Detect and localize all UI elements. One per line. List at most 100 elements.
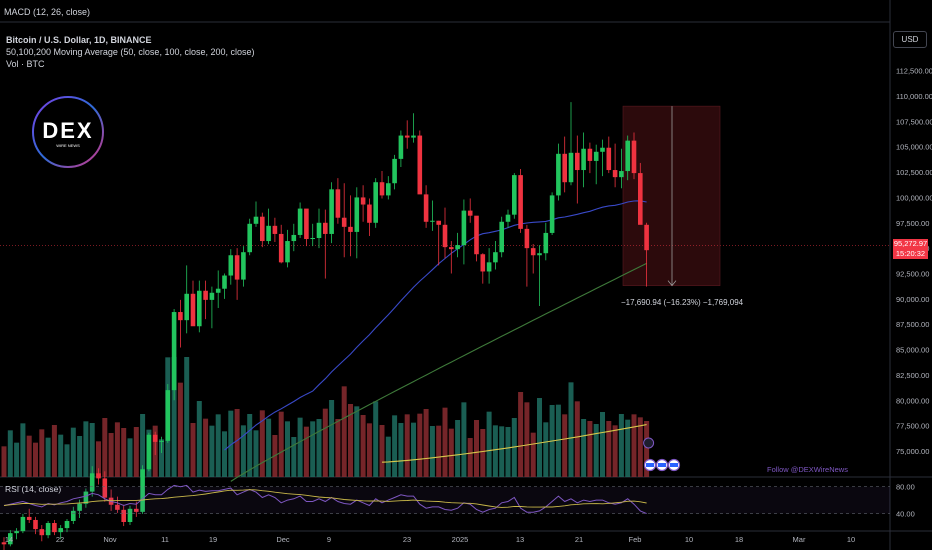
currency-button[interactable]: USD (893, 31, 927, 48)
measure-box (622, 105, 721, 286)
candle-body (304, 208, 309, 240)
candle-body (20, 516, 26, 532)
candle (499, 216, 504, 258)
candle (39, 525, 45, 542)
candle (247, 218, 252, 256)
volume-bar (140, 414, 146, 477)
measure-tool[interactable] (622, 105, 721, 287)
volume-bar (486, 411, 492, 477)
candle (455, 232, 460, 258)
candle (442, 207, 448, 259)
volume-bar (480, 429, 486, 477)
price-tick-label: 110,000.00 (896, 92, 932, 101)
candle (178, 299, 183, 348)
candle-body (260, 216, 265, 242)
candle-body (203, 290, 208, 300)
candle-body (323, 222, 328, 234)
candle-body (461, 210, 467, 246)
candle-body (190, 293, 196, 327)
candle (530, 244, 536, 274)
time-tick-label: 23 (403, 535, 411, 544)
candle (127, 505, 133, 526)
candle (52, 519, 57, 536)
candle-body (467, 210, 473, 216)
candle-body (625, 140, 630, 172)
ma-legend[interactable]: 50,100,200 Moving Average (50, close, 10… (6, 47, 255, 57)
volume-bar (33, 442, 38, 477)
candle (379, 171, 385, 199)
candle-body (115, 504, 120, 510)
candle-body (335, 189, 341, 218)
candle-body (373, 182, 378, 223)
candle-body (8, 533, 13, 545)
candles[interactable] (1, 102, 649, 550)
candle (291, 223, 297, 252)
candle-body (266, 225, 271, 242)
candle (304, 208, 309, 247)
time-tick-label: 10 (685, 535, 693, 544)
volume-bar (133, 427, 139, 477)
ma200-line (381, 424, 647, 463)
moving-averages (224, 200, 647, 482)
candle (89, 466, 95, 497)
volume-bar (348, 404, 353, 477)
candle (386, 176, 391, 200)
rsi-ma-line (3, 489, 647, 508)
candle (373, 178, 378, 228)
volume-bar (266, 418, 272, 477)
candle (600, 139, 605, 177)
candle (171, 309, 177, 401)
candle (234, 248, 240, 300)
candle (329, 182, 334, 244)
volume-legend[interactable]: Vol · BTC (6, 59, 45, 69)
time-tick-label: 14 (5, 535, 13, 544)
candle (285, 229, 290, 268)
time-tick-label: 21 (575, 535, 583, 544)
candle-body (612, 170, 618, 178)
volume-bar (581, 419, 587, 477)
volume-bar (436, 425, 442, 477)
candle (348, 195, 353, 257)
candle-body (644, 224, 649, 251)
volume-bar (171, 357, 177, 477)
time-tick-label: Mar (793, 535, 806, 544)
time-tick-label: 10 (847, 535, 855, 544)
candle (228, 249, 234, 285)
candle (474, 215, 479, 262)
candle (411, 113, 416, 143)
candle (83, 488, 89, 508)
volume-bar (184, 357, 190, 477)
volume-bar (64, 444, 70, 477)
rsi-pane[interactable] (0, 484, 890, 515)
volume-bar (574, 401, 580, 477)
dex-logo: DEX WIRE NEWS (32, 96, 104, 168)
volume-bar (593, 424, 599, 477)
candle-body (253, 216, 259, 224)
candle (146, 432, 152, 472)
misc-marks (643, 437, 681, 472)
candle (8, 530, 13, 547)
rsi-line (3, 484, 647, 515)
logo-text: DEX (42, 118, 93, 143)
candle-body (247, 223, 252, 253)
candle-body (184, 293, 189, 321)
volume-bar (360, 415, 366, 477)
candle-body (493, 252, 498, 263)
candle (253, 201, 259, 227)
symbol-title[interactable]: Bitcoin / U.S. Dollar, 1D, BINANCE (6, 35, 152, 45)
time-tick-label: 13 (516, 535, 524, 544)
candle (20, 513, 26, 534)
candle-body (549, 195, 555, 233)
candle-body (404, 135, 410, 138)
volume-bar (45, 437, 51, 477)
volume-bar (70, 427, 76, 477)
macd-label[interactable]: MACD (12, 26, close) (4, 7, 91, 17)
candle-body (159, 440, 164, 442)
rsi-label[interactable]: RSI (14, close) (5, 484, 62, 494)
volume-bar (373, 401, 379, 477)
volume-bar (209, 425, 215, 477)
candle (512, 173, 517, 219)
candle (556, 143, 561, 201)
candle (165, 384, 171, 443)
